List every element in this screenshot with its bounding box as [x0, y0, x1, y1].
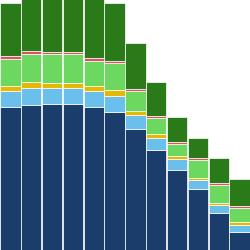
Bar — [125, 130, 146, 250]
Bar — [0, 59, 20, 86]
Bar — [63, 52, 83, 54]
Bar — [0, 107, 20, 250]
Bar — [42, 104, 62, 250]
Bar — [125, 43, 146, 89]
Bar — [0, 56, 20, 59]
Bar — [167, 156, 187, 159]
Bar — [125, 91, 146, 111]
Bar — [21, 54, 42, 82]
Bar — [104, 112, 125, 250]
Bar — [167, 159, 187, 170]
Bar — [84, 91, 104, 107]
Bar — [188, 178, 208, 180]
Bar — [63, 104, 83, 250]
Bar — [229, 222, 250, 225]
Bar — [188, 158, 208, 160]
Bar — [146, 138, 167, 150]
Bar — [208, 212, 229, 250]
Bar — [146, 82, 167, 116]
Bar — [188, 138, 208, 158]
Bar — [146, 116, 167, 118]
Bar — [167, 117, 187, 142]
Bar — [229, 232, 250, 250]
Bar — [21, 88, 42, 105]
Bar — [84, 58, 104, 61]
Bar — [125, 115, 146, 130]
Bar — [104, 61, 125, 64]
Bar — [104, 90, 125, 96]
Bar — [167, 142, 187, 144]
Bar — [21, 82, 42, 87]
Bar — [63, 0, 83, 52]
Bar — [104, 3, 125, 61]
Bar — [229, 225, 250, 232]
Bar — [84, 0, 104, 58]
Bar — [188, 189, 208, 250]
Bar — [146, 134, 167, 138]
Bar — [42, 83, 62, 88]
Bar — [84, 86, 104, 91]
Bar — [63, 54, 83, 83]
Bar — [42, 88, 62, 104]
Bar — [21, 105, 42, 250]
Bar — [125, 89, 146, 91]
Bar — [229, 206, 250, 208]
Bar — [146, 118, 167, 134]
Bar — [104, 64, 125, 90]
Bar — [208, 205, 229, 212]
Bar — [104, 96, 125, 112]
Bar — [0, 86, 20, 91]
Bar — [146, 150, 167, 250]
Bar — [229, 180, 250, 206]
Bar — [63, 83, 83, 88]
Bar — [84, 61, 104, 86]
Bar — [21, 51, 42, 54]
Bar — [188, 180, 208, 189]
Bar — [84, 107, 104, 250]
Bar — [0, 3, 20, 56]
Bar — [0, 91, 20, 107]
Bar — [208, 185, 229, 203]
Bar — [42, 54, 62, 83]
Bar — [208, 203, 229, 205]
Bar — [63, 88, 83, 104]
Bar — [42, 0, 62, 52]
Bar — [167, 170, 187, 250]
Bar — [188, 160, 208, 178]
Bar — [42, 52, 62, 54]
Bar — [208, 158, 229, 183]
Bar — [125, 111, 146, 115]
Bar — [229, 208, 250, 222]
Bar — [21, 0, 42, 51]
Bar — [208, 183, 229, 185]
Bar — [167, 144, 187, 156]
